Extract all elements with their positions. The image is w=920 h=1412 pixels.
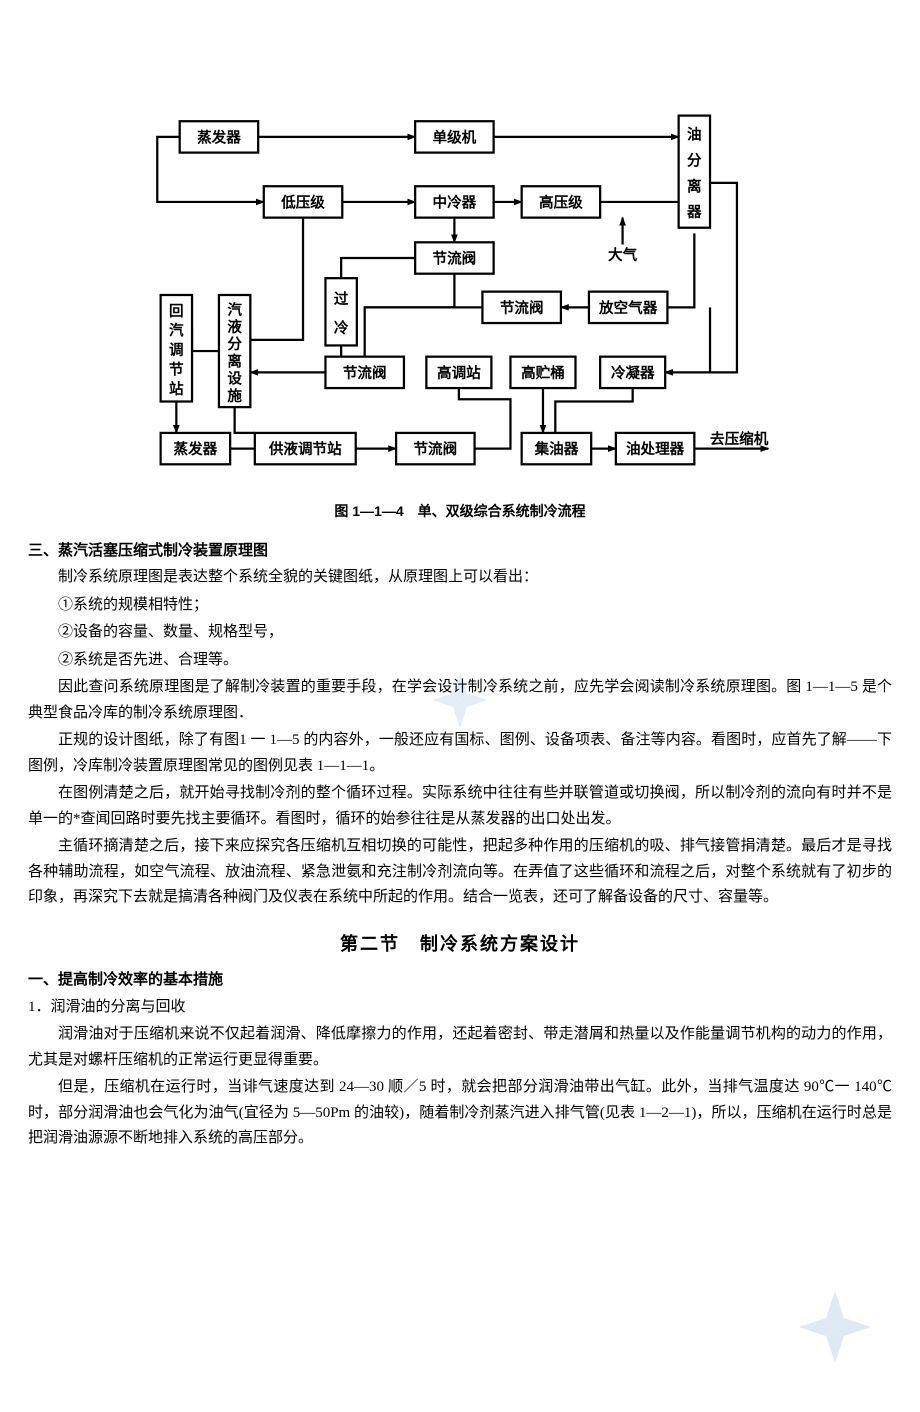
svg-text:蒸发器: 蒸发器: [197, 129, 241, 147]
svg-text:分: 分: [687, 153, 702, 170]
svg-text:节流阀: 节流阀: [500, 299, 544, 317]
list-item: ①系统的规模相特性；: [28, 593, 892, 619]
paragraph: 润滑油对于压缩机来说不仅起着润滑、降低摩擦力的作用，还起着密封、带走潜屑和热量以…: [28, 1022, 892, 1073]
svg-text:节流阀: 节流阀: [413, 440, 457, 458]
svg-text:施: 施: [227, 387, 242, 405]
svg-text:调: 调: [169, 342, 184, 359]
svg-text:分: 分: [227, 336, 242, 353]
heading-1: 一、提高制冷效率的基本措施: [28, 967, 892, 993]
svg-text:回: 回: [169, 303, 184, 320]
svg-text:大气: 大气: [608, 246, 638, 264]
paragraph: 但是，压缩机在运行时，当诽气速度达到 24—30 顺／5 时，就会把部分润滑油带…: [28, 1075, 892, 1152]
watermark-icon: [790, 1282, 880, 1372]
svg-text:蒸发器: 蒸发器: [174, 440, 218, 458]
paragraph: 因此查问系统原理图是了解制冷装置的重要手段，在学会设计制冷系统之前，应先学会阅读…: [28, 675, 892, 726]
flowchart-svg: 蒸发器单级机油分离器低压级中冷器高压级节流阀大气回汽调节站汽液分离设施过冷节流阀…: [140, 110, 780, 480]
flowchart-diagram: 蒸发器单级机油分离器低压级中冷器高压级节流阀大气回汽调节站汽液分离设施过冷节流阀…: [140, 110, 780, 480]
paragraph: 在图例清楚之后，就开始寻找制冷剂的整个循环过程。实际系统中往往有些并联管道或切换…: [28, 781, 892, 832]
svg-text:油: 油: [687, 126, 702, 144]
svg-text:节流阀: 节流阀: [343, 364, 387, 382]
svg-text:液: 液: [227, 318, 242, 336]
section-title: 第二节 制冷系统方案设计: [28, 929, 892, 960]
svg-text:离: 离: [687, 177, 702, 195]
svg-text:供液调节站: 供液调节站: [268, 440, 342, 458]
list-item: ②设备的容量、数量、规格型号，: [28, 620, 892, 646]
subheading: 1．润滑油的分离与回收: [28, 995, 892, 1021]
svg-text:汽: 汽: [227, 301, 242, 319]
paragraph: 制冷系统原理图是表达整个系统全貌的关键图纸，从原理图上可以看出：: [28, 565, 892, 591]
svg-text:冷凝器: 冷凝器: [611, 364, 655, 382]
paragraph: 主循环摘清楚之后，接下来应探究各压缩机互相切换的可能性，把起多种作用的压缩机的吸…: [28, 834, 892, 911]
svg-text:站: 站: [169, 380, 184, 398]
svg-text:放空气器: 放空气器: [598, 299, 658, 317]
svg-text:节: 节: [169, 361, 184, 378]
svg-text:低压级: 低压级: [280, 194, 325, 212]
svg-text:节流阀: 节流阀: [433, 250, 477, 268]
svg-text:汽: 汽: [169, 321, 184, 339]
list-item: ②系统是否先进、合理等。: [28, 648, 892, 674]
svg-text:高调站: 高调站: [437, 364, 481, 382]
figure-caption: 图 1—1—4 单、双级综合系统制冷流程: [28, 500, 892, 524]
svg-text:单级机: 单级机: [433, 129, 477, 147]
svg-text:油处理器: 油处理器: [626, 440, 685, 458]
svg-text:过: 过: [334, 290, 349, 308]
svg-text:器: 器: [686, 204, 702, 221]
svg-text:去压缩机: 去压缩机: [710, 430, 769, 448]
svg-text:离: 离: [227, 352, 242, 370]
svg-text:高压级: 高压级: [539, 194, 583, 212]
svg-text:冷: 冷: [334, 319, 349, 337]
svg-text:设: 设: [227, 371, 242, 388]
paragraph: 正规的设计图纸，除了有图1 一 1—5 的内容外，一般还应有国标、图例、设备项表…: [28, 728, 892, 779]
svg-text:中冷器: 中冷器: [433, 194, 477, 212]
svg-text:集油器: 集油器: [534, 440, 579, 458]
svg-text:高贮桶: 高贮桶: [521, 364, 565, 382]
heading-3: 三、蒸汽活塞压缩式制冷装置原理图: [28, 538, 892, 564]
